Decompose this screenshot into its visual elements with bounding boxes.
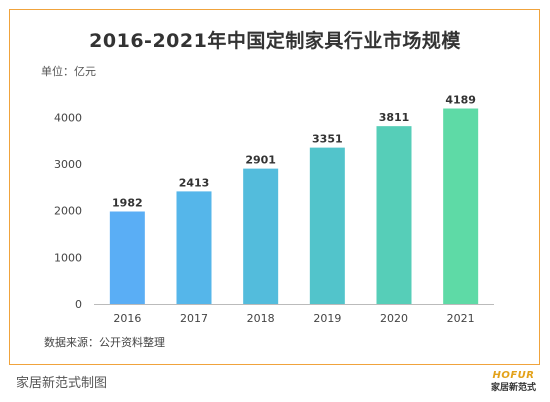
y-tick-label: 3000 — [54, 158, 82, 171]
bar-value-label: 4189 — [445, 94, 476, 107]
bar — [443, 108, 479, 304]
logo-wordmark: HOFUR — [492, 370, 535, 381]
y-tick-label: 4000 — [54, 111, 82, 124]
bar-value-label: 2413 — [179, 176, 210, 189]
logo-subtext: 家居新范式 — [490, 383, 536, 393]
bar-value-label: 1982 — [112, 197, 143, 210]
bar — [309, 147, 345, 304]
x-tick-label: 2020 — [380, 312, 408, 325]
x-tick-label: 2016 — [113, 312, 141, 325]
x-tick-label: 2017 — [180, 312, 208, 325]
data-source: 数据来源：公开资料整理 — [44, 336, 165, 349]
unit-label: 单位：亿元 — [41, 65, 96, 78]
y-tick-label: 2000 — [54, 205, 82, 218]
bar — [176, 191, 212, 304]
bar — [243, 168, 279, 304]
bar-value-label: 3351 — [312, 133, 343, 146]
x-tick-label: 2021 — [447, 312, 475, 325]
bar-value-label: 2901 — [245, 154, 276, 167]
bar-value-label: 3811 — [379, 111, 410, 124]
footer-caption: 家居新范式制图 — [16, 376, 108, 391]
bar — [109, 211, 145, 304]
y-tick-label: 0 — [75, 298, 82, 311]
brand-logo: HOFUR 家居新范式 — [491, 370, 536, 394]
y-tick-label: 1000 — [54, 251, 82, 264]
chart-title: 2016-2021年中国定制家具行业市场规模 — [89, 30, 461, 52]
x-tick-label: 2018 — [247, 312, 275, 325]
bar — [376, 126, 412, 304]
x-tick-label: 2019 — [313, 312, 341, 325]
